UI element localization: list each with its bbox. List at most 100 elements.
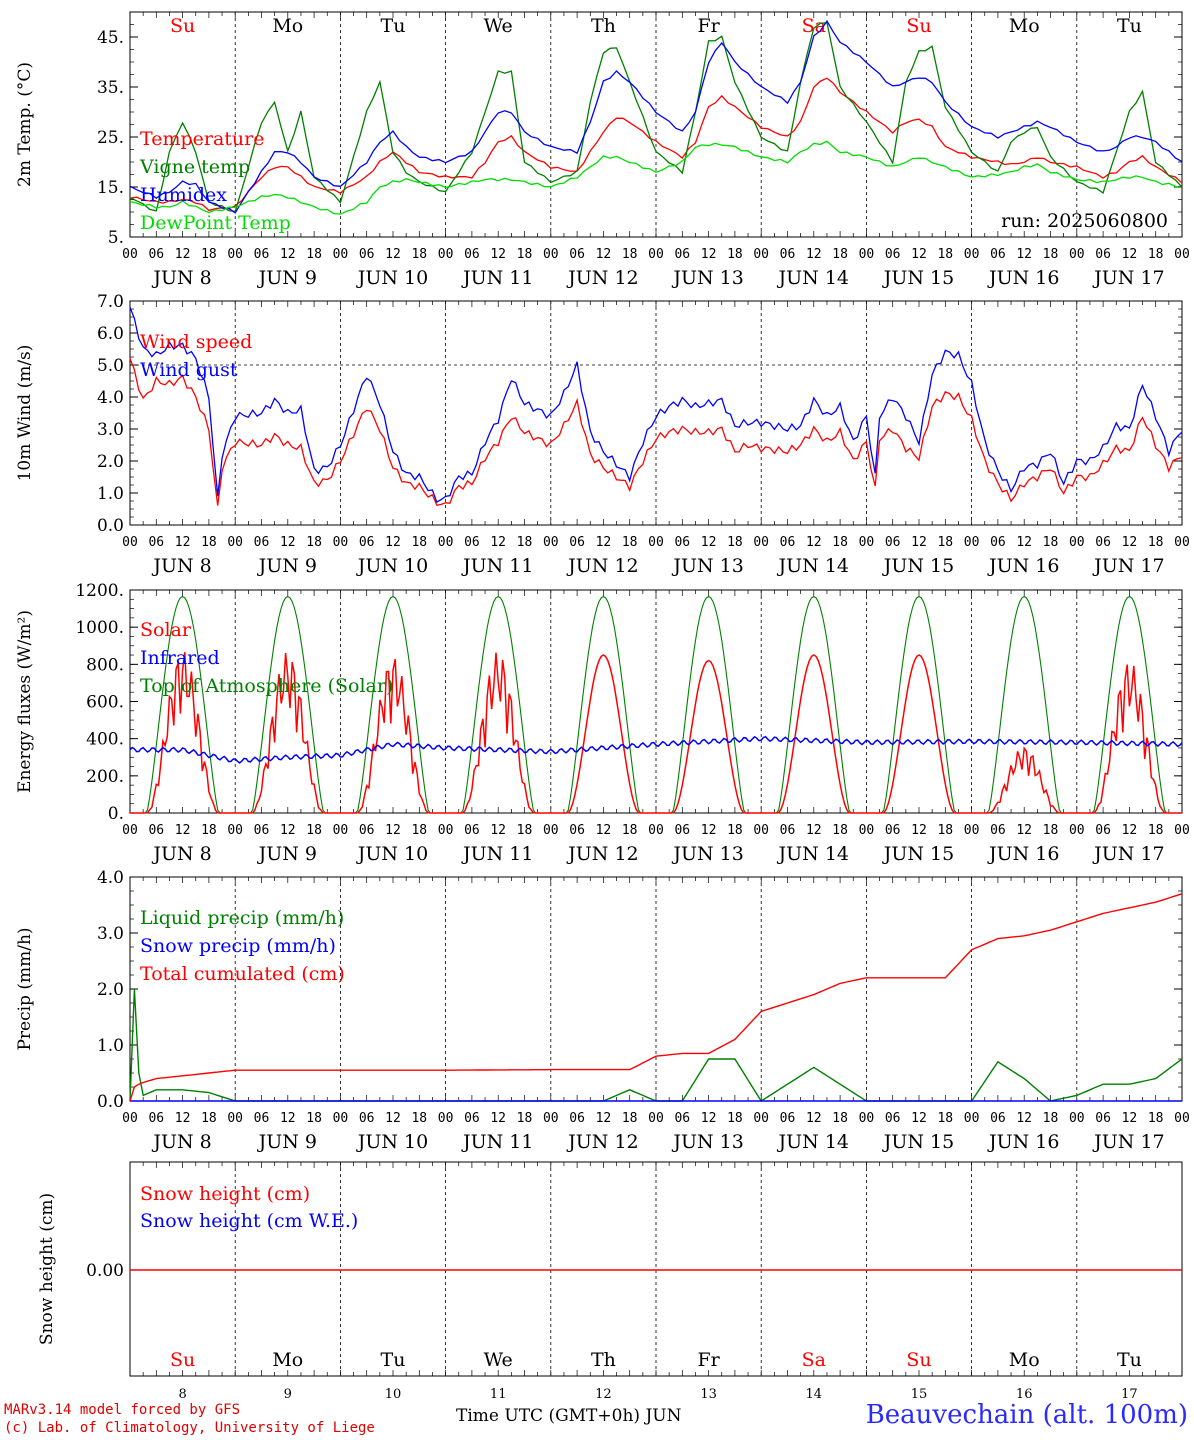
weekday-label: Mo [1009, 15, 1040, 37]
hour-tick-label: 18 [832, 823, 848, 838]
hour-tick-label: 18 [517, 1111, 533, 1126]
date-label: JUN 11 [461, 1131, 533, 1153]
hour-tick-label: 06 [359, 1111, 375, 1126]
date-label: JUN 17 [1092, 843, 1164, 865]
hour-tick-label: 00 [543, 1111, 559, 1126]
hour-tick-label: 18 [1043, 535, 1059, 550]
hour-tick-label: 00 [227, 823, 243, 838]
hour-tick-label: 06 [464, 823, 480, 838]
hour-tick-label: 00 [122, 247, 138, 262]
y-tick-label: 0. [108, 804, 124, 824]
hour-tick-label: 18 [1148, 535, 1164, 550]
hour-tick-label: 00 [1174, 535, 1190, 550]
y-tick-label: 3.0 [97, 420, 124, 440]
y-tick-label: 1200. [75, 581, 124, 601]
hour-tick-label: 18 [727, 823, 743, 838]
weekday-label: We [484, 15, 513, 37]
y-tick-label: 2.0 [97, 452, 124, 472]
hour-tick-label: 18 [832, 535, 848, 550]
hour-tick-label: 00 [859, 247, 875, 262]
y-axis-label: 10m Wind (m/s) [15, 345, 35, 482]
hour-tick-label: 12 [911, 1111, 927, 1126]
hour-tick-label: 12 [1016, 247, 1032, 262]
date-label: JUN 17 [1092, 267, 1164, 289]
hour-tick-label: 00 [753, 535, 769, 550]
panel-frame-3 [129, 589, 1183, 814]
hour-tick-label: 12 [806, 247, 822, 262]
hour-tick-label: 00 [648, 247, 664, 262]
weekday-label: Sa [802, 1349, 826, 1371]
hour-tick-label: 06 [464, 1111, 480, 1126]
hour-tick-label: 18 [1148, 1111, 1164, 1126]
date-label: JUN 13 [671, 843, 743, 865]
hour-tick-label: 12 [280, 823, 296, 838]
legend-entry: Liquid precip (mm/h) [140, 907, 344, 929]
weekday-label: Th [591, 1349, 616, 1371]
y-tick-label: 2.0 [97, 980, 124, 1000]
day-number-label: 13 [700, 1387, 717, 1400]
series-line [129, 77, 1183, 212]
y-tick-label: 4.0 [97, 388, 124, 408]
hour-tick-label: 06 [780, 535, 796, 550]
date-label: JUN 10 [356, 555, 428, 577]
y-tick-label: 15. [97, 178, 124, 198]
hour-tick-label: 00 [333, 247, 349, 262]
date-label: JUN 12 [566, 1131, 638, 1153]
weekday-label: Mo [272, 15, 303, 37]
hour-tick-label: 12 [596, 247, 612, 262]
hour-tick-label: 06 [885, 247, 901, 262]
hour-tick-label: 12 [385, 1111, 401, 1126]
date-label: JUN 10 [356, 843, 428, 865]
hour-tick-label: 18 [306, 535, 322, 550]
date-label: JUN 11 [461, 555, 533, 577]
y-tick-label: 5.0 [97, 356, 124, 376]
hour-tick-label: 18 [306, 247, 322, 262]
hour-tick-label: 00 [227, 247, 243, 262]
hour-tick-label: 18 [411, 535, 427, 550]
hour-tick-label: 06 [148, 247, 164, 262]
hour-tick-label: 18 [306, 823, 322, 838]
y-tick-label: 6.0 [97, 324, 124, 344]
hour-tick-label: 12 [701, 823, 717, 838]
station-name: Beauvechain (alt. 100m) [865, 1400, 1188, 1430]
legend-entry: Snow height (cm) [140, 1183, 310, 1205]
legend-entry: Top of Atmosphere (Solar) [140, 675, 393, 697]
weekday-label: Tu [1117, 1349, 1142, 1371]
hour-tick-label: 18 [517, 247, 533, 262]
hour-tick-label: 00 [1174, 247, 1190, 262]
hour-tick-label: 12 [175, 247, 191, 262]
hour-tick-label: 00 [438, 823, 454, 838]
hour-tick-label: 06 [359, 823, 375, 838]
y-tick-label: 35. [97, 78, 124, 98]
hour-tick-label: 06 [885, 535, 901, 550]
date-label: JUN 16 [987, 555, 1059, 577]
weekday-label: Mo [1009, 1349, 1040, 1371]
hour-tick-label: 00 [964, 247, 980, 262]
date-label: JUN 13 [671, 555, 743, 577]
hour-tick-label: 00 [1069, 823, 1085, 838]
hour-tick-label: 06 [674, 1111, 690, 1126]
hour-tick-label: 12 [280, 1111, 296, 1126]
hour-tick-label: 00 [122, 1111, 138, 1126]
hour-tick-label: 00 [964, 823, 980, 838]
hour-tick-label: 06 [990, 1111, 1006, 1126]
y-tick-label: 1.0 [97, 1036, 124, 1056]
date-label: JUN 14 [777, 1131, 849, 1153]
date-label: JUN 17 [1092, 555, 1164, 577]
y-tick-label: 7.0 [97, 292, 124, 312]
hour-tick-label: 18 [727, 247, 743, 262]
hour-tick-label: 12 [1122, 535, 1138, 550]
hour-tick-label: 00 [543, 247, 559, 262]
hour-tick-label: 06 [674, 247, 690, 262]
hour-tick-label: 18 [517, 823, 533, 838]
date-label: JUN 8 [151, 267, 211, 289]
date-label: JUN 11 [461, 267, 533, 289]
hour-tick-label: 00 [333, 535, 349, 550]
hour-tick-label: 00 [964, 1111, 980, 1126]
y-axis-label: 2m Temp. (°C) [15, 62, 35, 187]
hour-tick-label: 12 [280, 535, 296, 550]
hour-tick-label: 18 [622, 247, 638, 262]
day-number-label: 10 [385, 1387, 402, 1400]
panel-frame-2 [129, 300, 1183, 526]
hour-tick-label: 12 [175, 535, 191, 550]
